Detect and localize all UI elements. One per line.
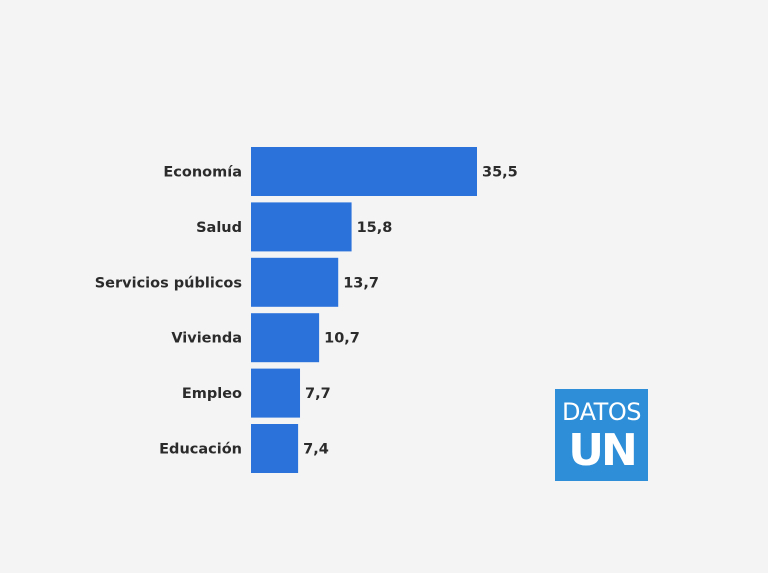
bar-educacion <box>251 424 299 473</box>
bar-economia <box>251 147 477 196</box>
category-label-empleo: Empleo <box>182 386 242 402</box>
bars-group <box>251 147 477 473</box>
category-label-salud: Salud <box>196 220 242 236</box>
bar-servicios-publicos <box>251 257 339 307</box>
value-label-empleo: 7,7 <box>305 386 331 402</box>
bar-salud <box>251 202 352 252</box>
category-label-educacion: Educación <box>159 442 242 458</box>
value-label-economia: 35,5 <box>482 165 518 181</box>
logo-line1: DATOS <box>562 398 641 426</box>
category-labels-group: Economía Salud Servicios públicos Vivienda E… <box>95 165 242 458</box>
value-label-educacion: 7,4 <box>303 442 329 458</box>
value-label-salud: 15,8 <box>357 220 393 236</box>
value-labels-group: 35,5 15,8 13,7 10,7 7,7 7,4 <box>303 165 518 458</box>
category-label-servicios-publicos: Servicios públicos <box>95 275 242 291</box>
category-label-vivienda: Vivienda <box>171 331 242 347</box>
value-label-vivienda: 10,7 <box>324 331 360 347</box>
bar-empleo <box>251 368 301 418</box>
bar-vivienda <box>251 313 320 363</box>
category-label-economia: Economía <box>163 165 242 181</box>
value-label-servicios-publicos: 13,7 <box>343 275 379 291</box>
datos-un-logo: DATOS UN <box>555 389 648 481</box>
logo-line2: UN <box>568 425 638 476</box>
